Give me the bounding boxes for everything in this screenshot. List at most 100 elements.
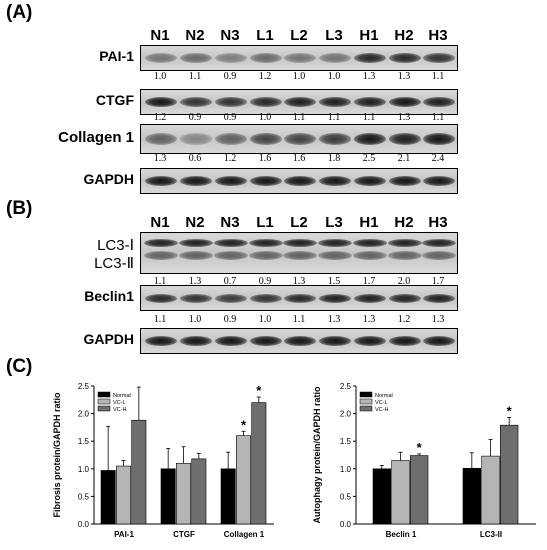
row-label-beclin1: Beclin1 [84, 288, 134, 304]
band [319, 293, 351, 303]
y-tick-label: 0.5 [78, 492, 90, 501]
legend-label: VC-H [113, 407, 126, 413]
ratio-value: 1.8 [327, 153, 341, 164]
ratio-value: 1.2 [397, 314, 411, 325]
panel-a-label: (A) [6, 2, 33, 23]
y-tick-label: 0.0 [78, 520, 90, 529]
legend-swatch [97, 391, 111, 398]
legend-label: Normal [113, 393, 131, 399]
band [283, 239, 317, 247]
ratio-value: 1.0 [258, 112, 272, 123]
lane-label-l1: L1 [256, 27, 274, 44]
ratio-value: 1.3 [431, 314, 445, 325]
band [422, 239, 456, 247]
legend-swatch [359, 398, 373, 405]
ratio-value: 1.0 [153, 71, 167, 82]
row-label-lc3-i: LC3-Ⅰ [97, 237, 134, 254]
band [353, 251, 387, 260]
band [389, 293, 421, 303]
band [423, 133, 455, 145]
ratio-value: 1.2 [258, 71, 272, 82]
ratio-value: 1.3 [292, 276, 306, 287]
blot-lc3 [140, 232, 458, 274]
ratio-value: 1.7 [431, 276, 445, 287]
band [319, 176, 351, 186]
bar-vc-h [500, 424, 519, 525]
lane-label-h3: H3 [428, 214, 448, 231]
ratio-value: 0.9 [223, 71, 237, 82]
significance-marker: * [507, 403, 513, 418]
y-tick-label: 0.0 [340, 520, 352, 529]
ratio-value: 1.3 [397, 71, 411, 82]
y-tick-label: 1.0 [78, 465, 90, 474]
band [354, 176, 386, 186]
y-tick-label: 2.5 [78, 382, 90, 391]
y-tick-label: 2.0 [340, 410, 352, 419]
legend-label: VC-H [375, 407, 388, 413]
lane-label-l3: L3 [325, 27, 343, 44]
row-label-collagen-1: Collagen 1 [58, 129, 134, 146]
ratio-value: 1.3 [153, 153, 167, 164]
ratio-value: 0.9 [188, 112, 202, 123]
bar-normal [220, 468, 236, 525]
lane-label-n2: N2 [185, 214, 205, 231]
band [319, 133, 351, 145]
bar-vc-h [410, 455, 429, 525]
lane-label-n3: N3 [220, 214, 240, 231]
legend-swatch [97, 405, 111, 412]
lane-label-h2: H2 [394, 214, 414, 231]
band [249, 239, 283, 247]
band [423, 336, 455, 346]
y-tick-label: 2.5 [340, 382, 352, 391]
ratio-value: 1.0 [258, 314, 272, 325]
lane-label-l2: L2 [290, 214, 308, 231]
bar-vc-l [481, 455, 500, 525]
y-tick-label: 0.5 [340, 492, 352, 501]
ratio-value: 1.1 [327, 112, 341, 123]
ratio-value: 2.1 [397, 153, 411, 164]
ratio-value: 0.6 [188, 153, 202, 164]
ratio-value: 1.2 [223, 153, 237, 164]
legend-swatch [359, 391, 373, 398]
ratio-value: 0.9 [258, 276, 272, 287]
band [144, 251, 178, 260]
band [284, 176, 316, 186]
x-tick-label: Beclin 1 [386, 530, 417, 539]
band [180, 336, 212, 346]
band [388, 251, 422, 260]
band [319, 97, 351, 107]
band [180, 133, 212, 145]
y-tick-label: 1.5 [78, 437, 90, 446]
band [144, 239, 178, 247]
bar-normal [160, 468, 176, 525]
blot-gapdh-b [140, 328, 458, 354]
ratio-value: 1.1 [153, 314, 167, 325]
ratio-value: 1.1 [431, 71, 445, 82]
ratio-value: 2.5 [362, 153, 376, 164]
lane-label-n3: N3 [220, 27, 240, 44]
band [250, 176, 282, 186]
lane-label-h1: H1 [359, 27, 379, 44]
bar-vc-l [391, 460, 410, 525]
lane-label-h3: H3 [428, 27, 448, 44]
band [145, 97, 177, 107]
band [319, 336, 351, 346]
legend-swatch [359, 405, 373, 412]
band [215, 293, 247, 303]
ratio-value: 2.4 [431, 153, 445, 164]
ratio-value: 1.6 [292, 153, 306, 164]
ratio-value: 0.9 [223, 112, 237, 123]
ratio-value: 2.0 [397, 276, 411, 287]
band [388, 239, 422, 247]
band [354, 53, 386, 63]
row-label-pai-1: PAI-1 [99, 48, 134, 64]
bar-vc-h [251, 402, 267, 525]
lane-label-l3: L3 [325, 214, 343, 231]
band [319, 53, 351, 63]
band [284, 53, 316, 63]
ratio-value: 0.9 [223, 314, 237, 325]
ratio-value: 1.1 [362, 112, 376, 123]
significance-marker: * [417, 440, 423, 455]
x-tick-label: LC3-II [480, 530, 502, 539]
band [250, 293, 282, 303]
